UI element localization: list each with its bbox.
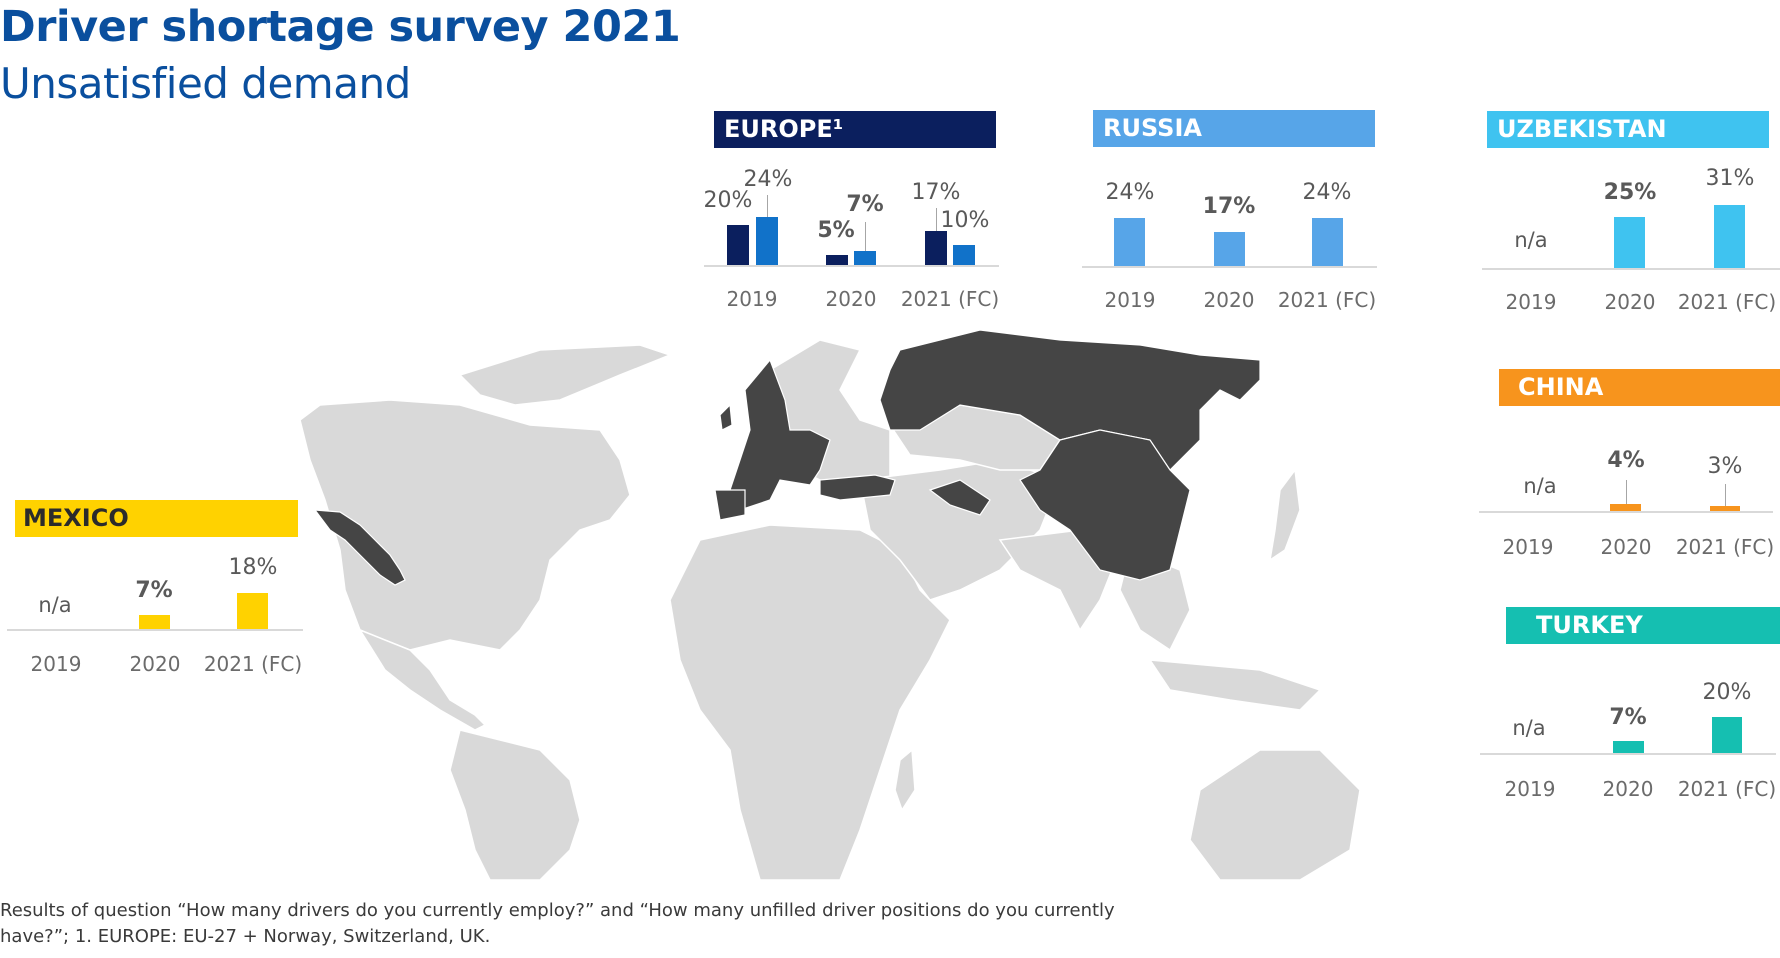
x-label: 2019 — [1505, 290, 1557, 314]
x-label: 2021 (FC) — [1277, 288, 1377, 312]
x-label: 2019 — [1502, 535, 1554, 559]
baseline — [7, 629, 303, 631]
panel-header-uzbekistan: UZBEKISTAN — [1487, 111, 1769, 148]
bar-turkey-2021 — [1712, 717, 1742, 753]
page-subtitle: Unsatisfied demand — [0, 59, 411, 108]
value-label: 3% — [1707, 454, 1743, 479]
leader-line — [1626, 480, 1627, 504]
footnote-line-1: Results of question “How many drivers do… — [0, 900, 1115, 921]
bar-russia-2021 — [1312, 218, 1343, 266]
x-label: 2021 (FC) — [1677, 777, 1777, 801]
spain-highlight — [714, 489, 746, 521]
value-label: 7% — [135, 578, 173, 603]
bar-europe-2019-a — [727, 225, 749, 265]
bar-uzbekistan-2020 — [1614, 217, 1645, 268]
bar-russia-2019 — [1114, 218, 1145, 266]
world-map — [300, 330, 1361, 880]
baseline — [1082, 266, 1377, 268]
madagascar — [894, 748, 916, 812]
x-label: 2021 (FC) — [1677, 290, 1777, 314]
panel-header-china: CHINA — [1499, 369, 1780, 406]
value-label: 17% — [911, 180, 961, 205]
x-label: 2019 — [726, 287, 778, 311]
footnote: Results of question “How many drivers do… — [0, 898, 1180, 950]
uzbekistan-highlight — [928, 479, 991, 516]
bar-mexico-2020 — [139, 615, 170, 629]
value-label: 7% — [846, 192, 884, 217]
japan — [1268, 468, 1301, 562]
na-label: n/a — [1512, 716, 1546, 740]
europe-highlight — [729, 358, 831, 511]
mexico-highlight — [313, 509, 406, 586]
value-label: 7% — [1609, 705, 1647, 730]
x-label: 2019 — [30, 652, 82, 676]
value-label: 24% — [1105, 180, 1155, 205]
leader-line — [936, 208, 937, 231]
bar-russia-2020 — [1214, 232, 1245, 266]
panel-header-russia: RUSSIA — [1093, 110, 1375, 147]
value-label: 10% — [940, 208, 990, 233]
x-label: 2020 — [825, 287, 877, 311]
value-label: 17% — [1202, 194, 1256, 219]
baseline — [1480, 753, 1776, 755]
bar-turkey-2020 — [1613, 741, 1644, 753]
bar-china-2021 — [1710, 506, 1740, 511]
baseline — [1479, 511, 1773, 513]
page-title: Driver shortage survey 2021 — [0, 2, 681, 52]
na-label: n/a — [38, 593, 72, 617]
leader-line — [865, 222, 866, 251]
bar-europe-2019-b — [756, 217, 778, 265]
greenland — [458, 344, 673, 406]
bar-europe-2021-b — [953, 245, 975, 265]
bar-china-2020 — [1610, 504, 1641, 511]
panel-header-mexico: MEXICO — [15, 500, 298, 537]
x-label: 2021 (FC) — [1675, 535, 1775, 559]
africa — [669, 524, 951, 880]
central-america — [358, 628, 487, 731]
value-label: 20% — [703, 188, 753, 213]
x-label: 2020 — [129, 652, 181, 676]
value-label: 24% — [1302, 180, 1352, 205]
panel-header-europe: EUROPE¹ — [714, 111, 996, 148]
bar-mexico-2021 — [237, 593, 268, 629]
bar-europe-2021-a — [925, 231, 947, 265]
value-label: 5% — [817, 218, 855, 243]
x-label: 2019 — [1504, 777, 1556, 801]
baseline — [1482, 268, 1780, 270]
australia — [1189, 749, 1361, 880]
value-label: 18% — [228, 555, 278, 580]
china-highlight — [1019, 429, 1191, 581]
value-label: 25% — [1603, 180, 1657, 205]
na-label: n/a — [1523, 474, 1557, 498]
bar-europe-2020-a — [826, 255, 848, 265]
x-label: 2020 — [1203, 288, 1255, 312]
bar-uzbekistan-2021 — [1714, 205, 1745, 268]
x-label: 2020 — [1604, 290, 1656, 314]
x-label: 2021 (FC) — [900, 287, 1000, 311]
south-america — [449, 729, 581, 880]
value-label: 4% — [1607, 448, 1645, 473]
russia-highlight — [879, 330, 1261, 471]
value-label: 24% — [743, 167, 793, 192]
north-america — [300, 399, 631, 651]
uk-highlight — [719, 403, 733, 431]
x-label: 2020 — [1600, 535, 1652, 559]
leader-line — [1725, 484, 1726, 506]
footnote-line-2: have?”; 1. EUROPE: EU-27 + Norway, Switz… — [0, 926, 491, 947]
bar-europe-2020-b — [854, 251, 876, 265]
na-label: n/a — [1514, 228, 1548, 252]
baseline — [704, 265, 999, 267]
x-label: 2019 — [1104, 288, 1156, 312]
panel-header-turkey: TURKEY — [1506, 607, 1780, 644]
value-label: 20% — [1702, 680, 1752, 705]
indonesia — [1148, 659, 1322, 711]
turkey-highlight — [819, 474, 896, 501]
x-label: 2021 (FC) — [203, 652, 303, 676]
x-label: 2020 — [1602, 777, 1654, 801]
leader-line — [767, 195, 768, 217]
value-label: 31% — [1705, 166, 1755, 191]
